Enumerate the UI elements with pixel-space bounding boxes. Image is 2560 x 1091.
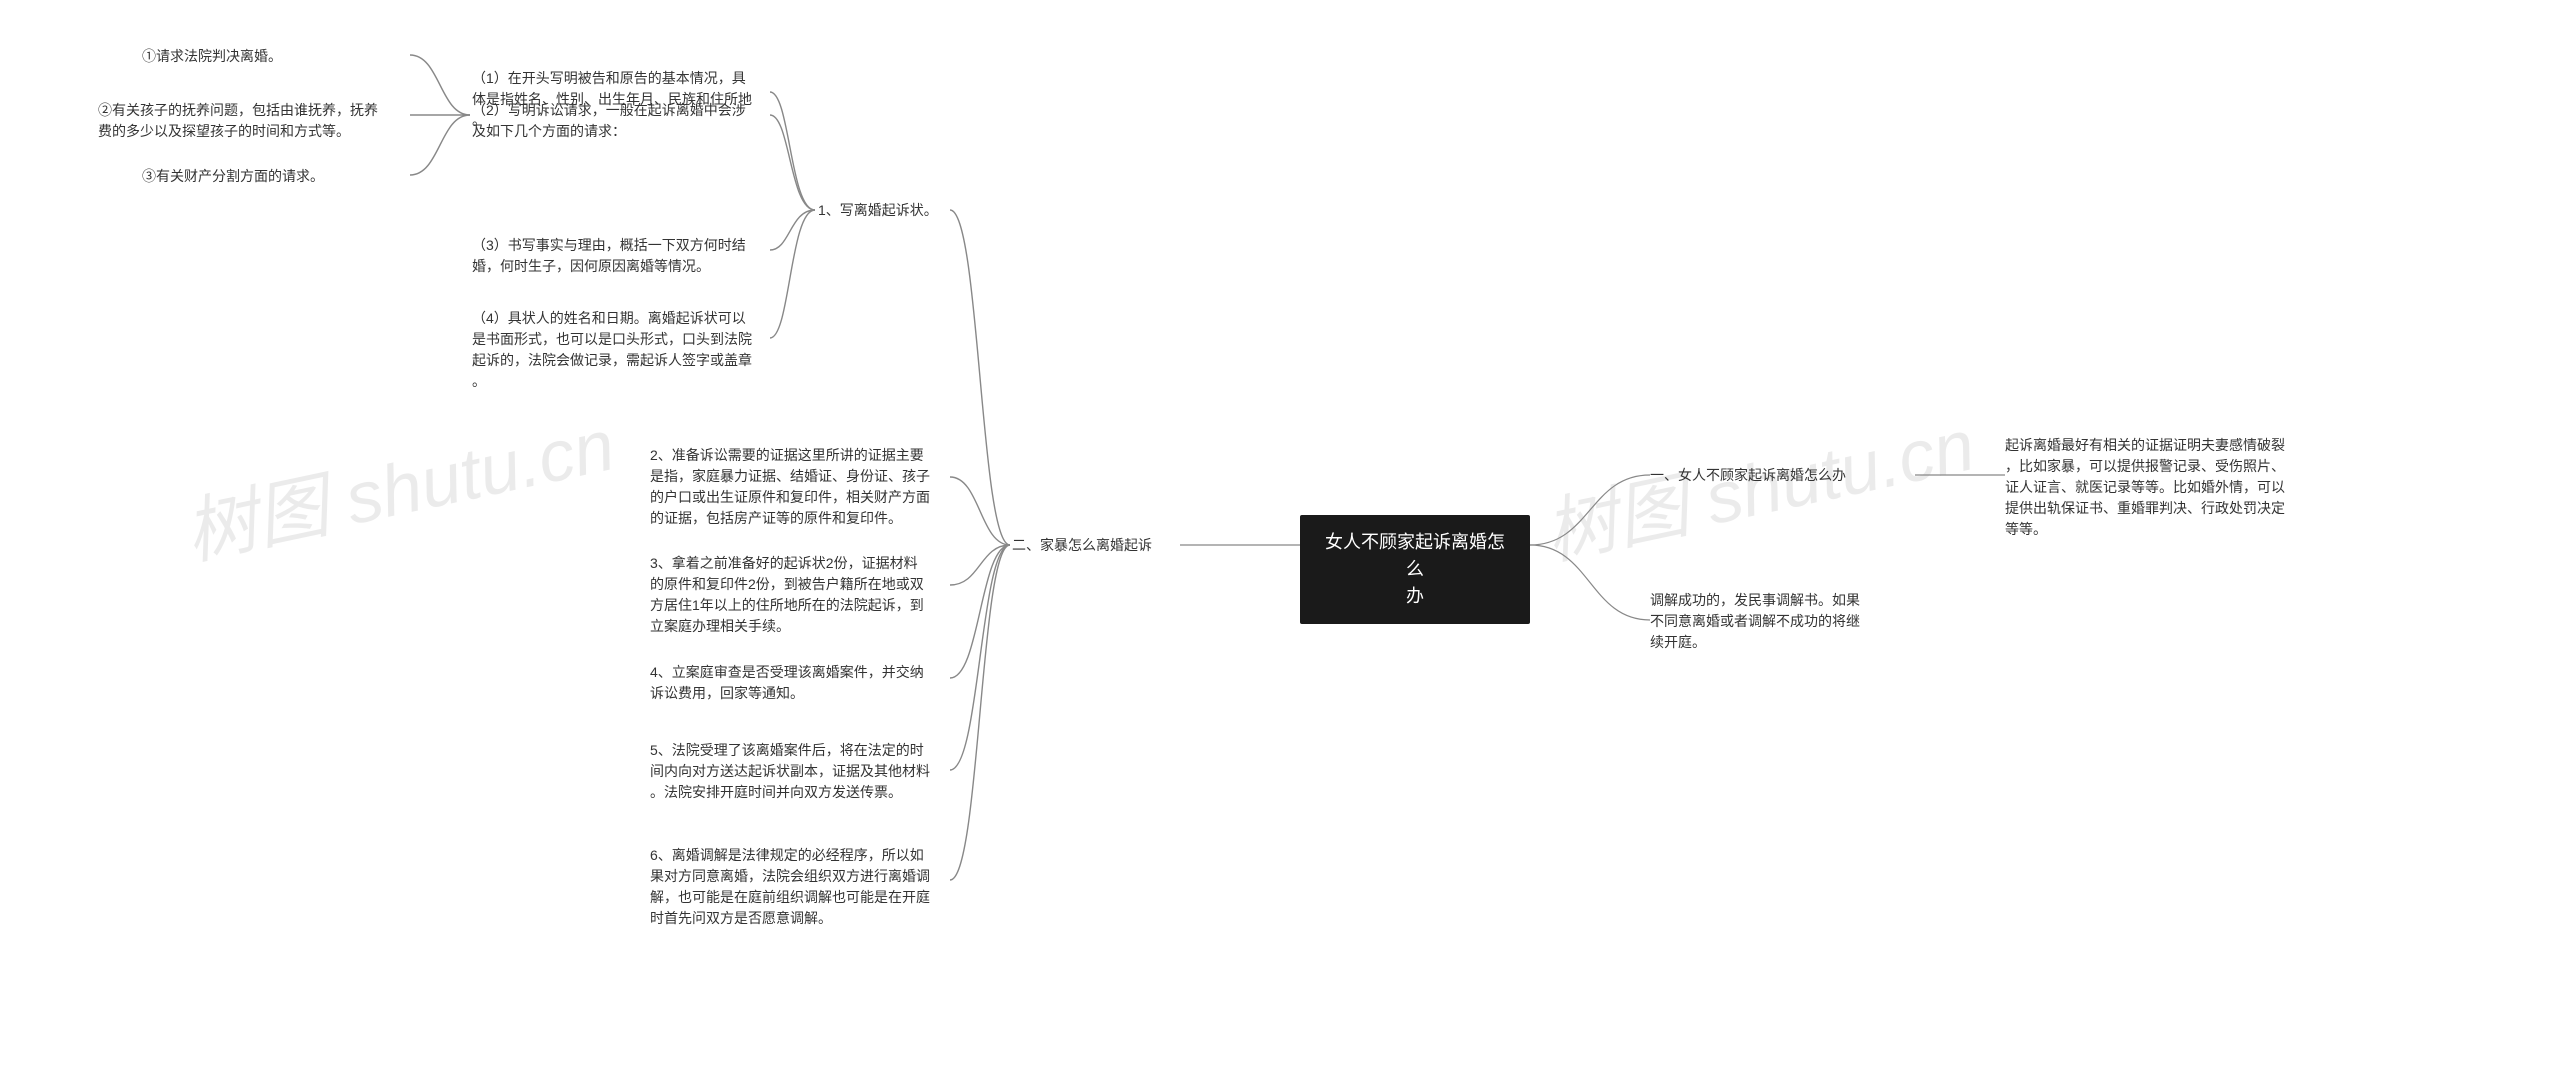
- left-item-2: 2、准备诉讼需要的证据这里所讲的证据主要 是指，家庭暴力证据、结婚证、身份证、孩…: [650, 445, 950, 529]
- request-3: ③有关财产分割方面的请求。: [142, 166, 412, 187]
- request-1: ①请求法院判决离婚。: [142, 46, 412, 67]
- left-item1-sub2-real: （2）写明诉讼请求，一般在起诉离婚中会涉 及如下几个方面的请求：: [472, 100, 772, 142]
- request-2: ②有关孩子的抚养问题，包括由谁抚养，抚养 费的多少以及探望孩子的时间和方式等。: [98, 100, 413, 142]
- left-item-1: 1、写离婚起诉状。: [818, 200, 958, 221]
- mindmap-connectors: [0, 0, 2560, 1091]
- watermark-1: 树图 shutu.cn: [174, 386, 622, 579]
- left-item-5: 5、法院受理了该离婚案件后，将在法定的时 间内向对方送达起诉状副本，证据及其他材…: [650, 740, 950, 803]
- left-item-3: 3、拿着之前准备好的起诉状2份，证据材料 的原件和复印件2份，到被告户籍所在地或…: [650, 553, 950, 637]
- left-section2-label: 二、家暴怎么离婚起诉: [1012, 535, 1187, 556]
- left-item1-sub3: （3）书写事实与理由，概括一下双方何时结 婚，何时生子，因何原因离婚等情况。: [472, 235, 772, 277]
- left-item-6: 6、离婚调解是法律规定的必经程序，所以如 果对方同意离婚，法院会组织双方进行离婚…: [650, 845, 950, 929]
- root-node: 女人不顾家起诉离婚怎么 办: [1300, 515, 1530, 624]
- right-b2: 调解成功的，发民事调解书。如果 不同意离婚或者调解不成功的将继 续开庭。: [1650, 590, 1930, 653]
- left-item-4: 4、立案庭审查是否受理该离婚案件，并交纳 诉讼费用，回家等通知。: [650, 662, 950, 704]
- right-b1-leaf: 起诉离婚最好有相关的证据证明夫妻感情破裂 ，比如家暴，可以提供报警记录、受伤照片…: [2005, 435, 2315, 540]
- left-item1-sub4: （4）具状人的姓名和日期。离婚起诉状可以 是书面形式，也可以是口头形式，口头到法…: [472, 308, 772, 392]
- right-b1-label: 一、女人不顾家起诉离婚怎么办: [1650, 465, 1910, 486]
